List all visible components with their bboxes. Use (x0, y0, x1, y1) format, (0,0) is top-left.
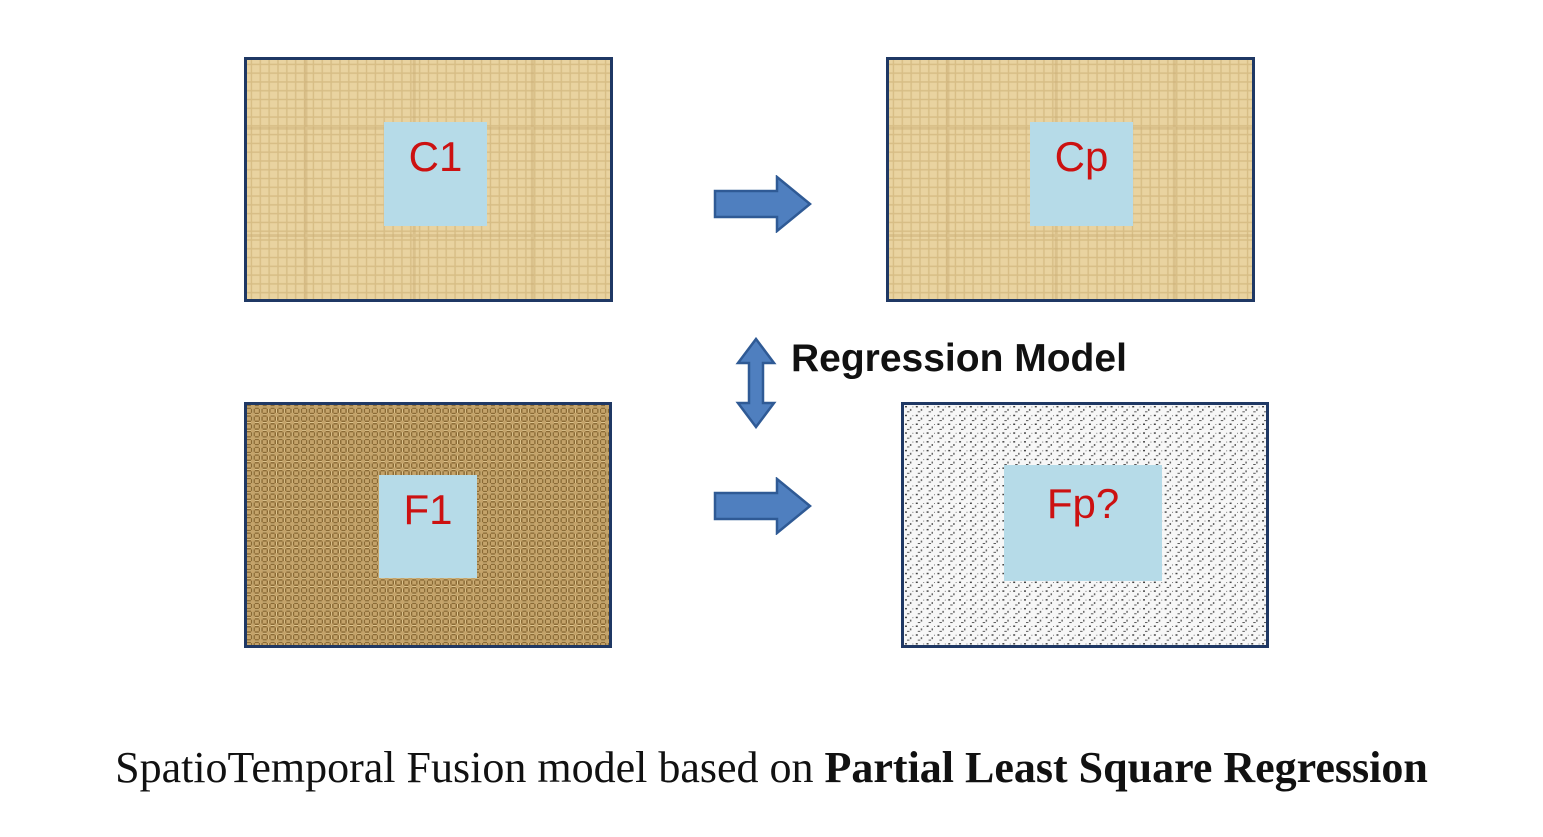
label-f1: F1 (403, 486, 453, 533)
inset-cp: Cp (1030, 122, 1133, 226)
inset-fp: Fp? (1004, 465, 1162, 581)
label-fp: Fp? (1046, 480, 1120, 527)
vertical-double-arrow-icon (735, 337, 777, 429)
coarse-image-c1: C1 (244, 57, 613, 302)
caption-bold: Partial Least Square Regression (824, 743, 1428, 792)
inset-c1: C1 (384, 122, 487, 226)
inset-f1: F1 (379, 475, 477, 578)
predicted-image-fp: Fp? (901, 402, 1269, 648)
regression-model-label: Regression Model (791, 337, 1127, 380)
caption-prefix: SpatioTemporal Fusion model based on (115, 743, 825, 792)
label-cp: Cp (1054, 133, 1109, 180)
right-arrow-icon (713, 477, 812, 535)
coarse-image-cp: Cp (886, 57, 1255, 302)
label-c1: C1 (408, 133, 463, 180)
right-arrow-icon (713, 175, 812, 233)
caption: SpatioTemporal Fusion model based on Par… (0, 742, 1543, 793)
fine-image-f1: F1 (244, 402, 612, 648)
